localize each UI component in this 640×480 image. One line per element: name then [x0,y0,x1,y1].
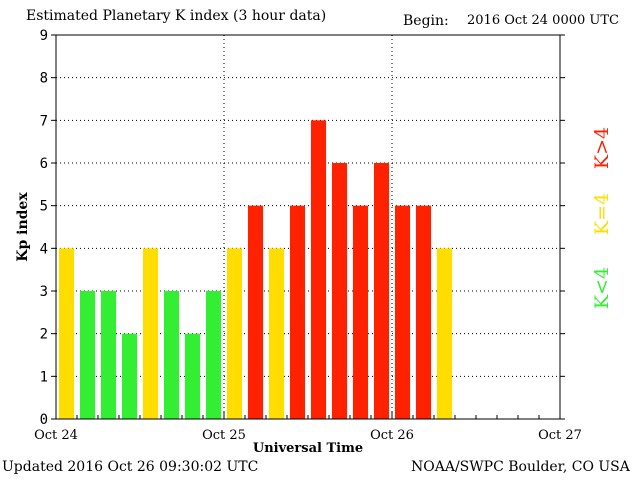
y-tick-label: 5 [40,199,48,215]
begin-value: 2016 Oct 24 0000 UTC [467,13,619,28]
kp-bar [121,333,138,419]
kp-bar [352,205,369,419]
kp-bar [436,248,453,419]
credit-line: NOAA/SWPC Boulder, CO USA [411,459,630,475]
kp-bar [373,163,390,419]
x-tick-label: Oct 25 [202,428,246,443]
updated-timestamp: Updated 2016 Oct 26 09:30:02 UTC [2,459,259,475]
y-tick-label: 3 [40,284,48,300]
chart-title: Estimated Planetary K index (3 hour data… [26,8,327,24]
kp-bar [394,205,411,419]
y-tick-label: 2 [40,327,48,343]
kp-bar [100,291,117,419]
kp-bar [247,205,264,419]
kp-bar [79,291,96,419]
kp-bar [268,248,285,419]
y-tick-label: 4 [40,241,48,257]
legend-item: K>4 [591,127,613,169]
legend-item: K<4 [591,267,613,309]
y-tick-label: 7 [40,113,48,129]
kp-bar [163,291,180,419]
y-tick-label: 1 [40,369,48,385]
begin-label: Begin: [403,13,449,29]
kp-bar [310,120,327,419]
x-tick-label: Oct 26 [370,428,414,443]
y-axis-title: Kp index [15,192,31,262]
kp-bar [205,291,222,419]
kp-bar [289,205,306,419]
kp-bar [226,248,243,419]
y-tick-label: 8 [40,71,48,87]
kp-bar [58,248,75,419]
x-tick-label: Oct 27 [538,428,582,443]
x-axis-title: Universal Time [253,441,363,456]
kp-bar [331,163,348,419]
y-tick-label: 6 [40,156,48,172]
kp-bar [184,333,201,419]
y-tick-label: 9 [40,28,48,44]
legend-item: K=4 [591,193,613,235]
kp-bar [415,205,432,419]
y-tick-label: 0 [40,412,48,428]
x-tick-label: Oct 24 [34,428,78,443]
kp-bar [142,248,159,419]
